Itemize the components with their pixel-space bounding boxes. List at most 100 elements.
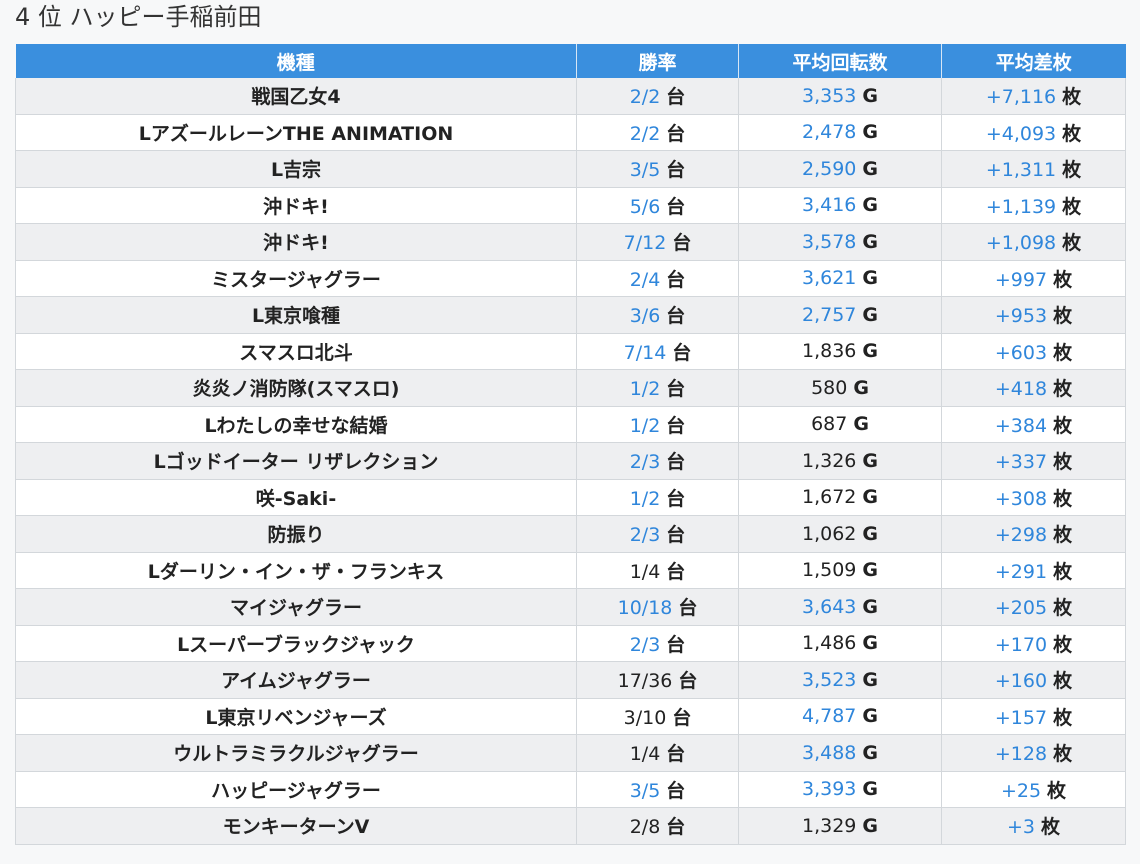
win-rate-unit: 台 xyxy=(672,341,692,364)
machine-name[interactable]: LアズールレーンTHE ANIMATION xyxy=(138,122,454,145)
win-rate-value: 10/18 xyxy=(617,597,673,620)
table-row: L吉宗 3/5 台 2,590 G +1,311 枚 xyxy=(15,150,1126,188)
avg-spins-unit: G xyxy=(862,230,878,253)
results-table: 機種 勝率 平均回転数 平均差枚 戦国乙女4 2/2 台 3,353 G +7,116 枚 L… xyxy=(15,44,1126,845)
table-row: ハッピージャグラー 3/5 台 3,393 G +25 枚 xyxy=(15,771,1126,808)
machine-name-cell: 戦国乙女4 xyxy=(15,78,577,115)
avg-diff-cell: +308 枚 xyxy=(941,479,1126,516)
avg-diff-unit: 枚 xyxy=(1053,560,1073,583)
avg-diff-cell: +25 枚 xyxy=(941,771,1126,808)
avg-diff-cell: +1,139 枚 xyxy=(941,187,1126,224)
machine-name[interactable]: マイジャグラー xyxy=(229,597,363,620)
machine-name[interactable]: スマスロ北斗 xyxy=(239,341,353,364)
avg-diff-unit: 枚 xyxy=(1062,159,1082,182)
avg-diff-value: +418 xyxy=(994,378,1048,401)
avg-diff-cell: +384 枚 xyxy=(941,406,1126,443)
avg-spins-cell: 580 G xyxy=(738,369,942,407)
avg-diff-cell: +205 枚 xyxy=(941,588,1126,626)
avg-diff-cell: +337 枚 xyxy=(941,442,1126,480)
avg-diff-unit: 枚 xyxy=(1053,670,1073,693)
machine-name[interactable]: モンキーターンV xyxy=(222,816,370,839)
win-rate-value: 1/4 xyxy=(629,743,661,766)
avg-spins-unit: G xyxy=(862,340,878,363)
header-win-rate[interactable]: 勝率 xyxy=(576,44,739,78)
avg-spins-value: 1,329 xyxy=(801,814,857,837)
win-rate-unit: 台 xyxy=(666,268,686,291)
win-rate-cell: 5/6 台 xyxy=(576,187,739,224)
avg-spins-unit: G xyxy=(862,303,878,326)
avg-diff-cell: +298 枚 xyxy=(941,515,1126,553)
avg-spins-cell: 3,643 G xyxy=(738,588,942,626)
win-rate-unit: 台 xyxy=(678,670,698,693)
avg-diff-cell: +953 枚 xyxy=(941,296,1126,334)
machine-name[interactable]: Lわたしの幸せな結婚 xyxy=(204,414,388,437)
win-rate-cell: 1/2 台 xyxy=(576,479,739,516)
win-rate-value: 2/2 xyxy=(629,86,661,109)
win-rate-value: 17/36 xyxy=(617,670,673,693)
avg-spins-cell: 3,621 G xyxy=(738,260,942,297)
avg-diff-value: +3 xyxy=(1006,816,1035,839)
win-rate-cell: 3/5 台 xyxy=(576,771,739,808)
machine-name[interactable]: L東京リベンジャーズ xyxy=(205,706,387,729)
win-rate-unit: 台 xyxy=(672,706,692,729)
win-rate-value: 3/5 xyxy=(629,779,661,802)
page-title: 4 位 ハッピー手稲前田 xyxy=(15,3,262,31)
avg-spins-value: 1,486 xyxy=(801,632,857,655)
avg-spins-unit: G xyxy=(862,632,878,655)
avg-spins-cell: 1,486 G xyxy=(738,625,942,662)
table-row: 炎炎ノ消防隊(スマスロ) 1/2 台 580 G +418 枚 xyxy=(15,369,1126,407)
avg-diff-value: +298 xyxy=(994,524,1048,547)
win-rate-unit: 台 xyxy=(666,524,686,547)
table-row: Lゴッドイーター リザレクション 2/3 台 1,326 G +337 枚 xyxy=(15,442,1126,480)
avg-spins-unit: G xyxy=(862,559,878,582)
avg-diff-value: +1,098 xyxy=(985,232,1057,255)
win-rate-unit: 台 xyxy=(666,451,686,474)
machine-name[interactable]: Lダーリン・イン・ザ・フランキス xyxy=(147,560,445,583)
machine-name[interactable]: 沖ドキ! xyxy=(263,195,329,218)
win-rate-unit: 台 xyxy=(666,560,686,583)
machine-name[interactable]: Lスーパーブラックジャック xyxy=(177,633,415,656)
avg-diff-unit: 枚 xyxy=(1047,779,1067,802)
machine-name[interactable]: 防振り xyxy=(267,524,325,547)
avg-diff-unit: 枚 xyxy=(1053,743,1073,766)
machine-name[interactable]: アイムジャグラー xyxy=(221,670,371,693)
win-rate-unit: 台 xyxy=(666,487,686,510)
machine-name-cell: スマスロ北斗 xyxy=(15,333,577,370)
machine-name[interactable]: ミスタージャグラー xyxy=(211,268,381,291)
header-avg-diff[interactable]: 平均差枚 xyxy=(941,44,1126,78)
win-rate-unit: 台 xyxy=(666,633,686,656)
win-rate-unit: 台 xyxy=(666,159,686,182)
machine-name[interactable]: 咲-Saki- xyxy=(255,487,337,510)
avg-diff-unit: 枚 xyxy=(1053,341,1073,364)
win-rate-value: 7/14 xyxy=(623,341,667,364)
avg-spins-unit: G xyxy=(862,449,878,472)
avg-diff-unit: 枚 xyxy=(1062,86,1082,109)
table-row: 沖ドキ! 7/12 台 3,578 G +1,098 枚 xyxy=(15,223,1126,261)
avg-spins-unit: G xyxy=(862,157,878,180)
avg-spins-value: 3,643 xyxy=(801,595,857,618)
machine-name[interactable]: L吉宗 xyxy=(270,159,322,182)
avg-diff-cell: +1,098 枚 xyxy=(941,223,1126,261)
machine-name[interactable]: 沖ドキ! xyxy=(263,232,329,255)
avg-diff-cell: +603 枚 xyxy=(941,333,1126,370)
machine-name[interactable]: 戦国乙女4 xyxy=(251,86,341,109)
win-rate-cell: 2/3 台 xyxy=(576,515,739,553)
win-rate-unit: 台 xyxy=(678,597,698,620)
avg-spins-cell: 3,416 G xyxy=(738,187,942,224)
machine-name[interactable]: ハッピージャグラー xyxy=(211,779,381,802)
avg-spins-value: 580 xyxy=(811,376,848,399)
avg-spins-unit: G xyxy=(862,486,878,509)
machine-name[interactable]: L東京喰種 xyxy=(251,305,341,328)
machine-name[interactable]: Lゴッドイーター リザレクション xyxy=(153,451,439,474)
header-machine[interactable]: 機種 xyxy=(15,44,577,78)
win-rate-value: 1/4 xyxy=(629,560,661,583)
machine-name[interactable]: 炎炎ノ消防隊(スマスロ) xyxy=(192,378,400,401)
avg-spins-value: 3,416 xyxy=(801,194,857,217)
avg-diff-unit: 枚 xyxy=(1053,633,1073,656)
avg-diff-value: +160 xyxy=(994,670,1048,693)
machine-name-cell: アイムジャグラー xyxy=(15,661,577,699)
avg-spins-unit: G xyxy=(862,194,878,217)
win-rate-cell: 17/36 台 xyxy=(576,661,739,699)
header-avg-spins[interactable]: 平均回転数 xyxy=(738,44,942,78)
machine-name[interactable]: ウルトラミラクルジャグラー xyxy=(173,743,419,766)
